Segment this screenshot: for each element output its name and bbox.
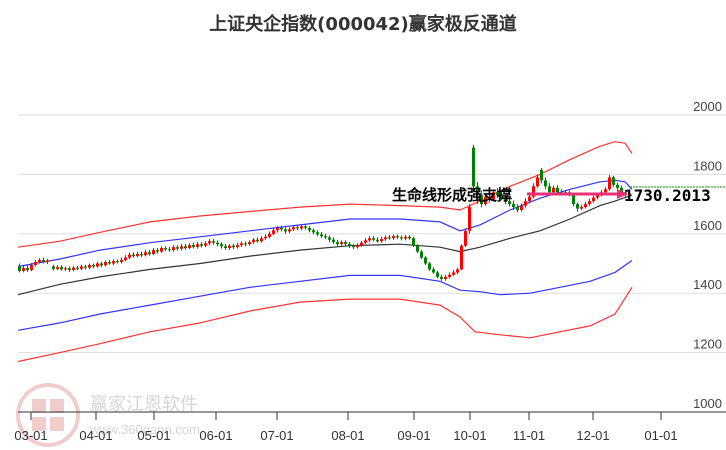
x-tick-label: 04-01 (79, 428, 112, 443)
x-tick-label: 12-01 (576, 428, 609, 443)
y-tick-label: 1600 (693, 218, 722, 233)
watermark-url: www.360gann.com (89, 422, 200, 437)
x-tick-label: 11-01 (513, 428, 545, 443)
lifeline-line (17, 194, 633, 296)
candlesticks (18, 144, 631, 281)
watermark-name: 赢家江恩软件 (90, 393, 198, 415)
y-axis: 1000 1200 1400 1600 1800 2000 (693, 99, 722, 411)
upper_inner_band-line (17, 179, 633, 268)
y-tick-label: 1800 (693, 158, 722, 173)
watermark-logo-icon (16, 383, 80, 447)
x-tick-label: 08-01 (331, 428, 364, 443)
y-tick-label: 1200 (693, 337, 722, 352)
upper_outer_band-line (17, 141, 633, 248)
channel-bands (17, 141, 633, 363)
support-arrow (527, 189, 628, 199)
x-tick-label: 01-01 (644, 428, 677, 443)
grid-lines (18, 114, 726, 354)
x-tick-label: 06-01 (199, 428, 232, 443)
x-tick-label: 09-01 (397, 428, 430, 443)
lower_inner_band-line (17, 260, 633, 331)
watermark: 赢家江恩软件 www.360gann.com (16, 383, 200, 447)
x-tick-label: 10-01 (453, 428, 486, 443)
y-tick-label: 2000 (693, 99, 722, 114)
arrow-right-icon (617, 189, 628, 199)
x-tick-label: 07-01 (260, 428, 293, 443)
y-tick-label: 1400 (693, 277, 722, 292)
last-value-label: 1730.2013 (624, 186, 711, 205)
lower_outer_band-line (17, 286, 633, 363)
x-axis: 03-01 04-01 05-01 06-01 07-01 08-01 09-01 10-01… (14, 411, 726, 443)
y-tick-label: 1000 (693, 396, 722, 411)
x-tick-label: 05-01 (137, 428, 170, 443)
x-tick-label: 03-01 (14, 428, 47, 443)
chart-title: 上证央企指数(000042)赢家极反通道 (209, 14, 517, 35)
support-annotation: 生命线形成强支撑 (392, 186, 512, 204)
